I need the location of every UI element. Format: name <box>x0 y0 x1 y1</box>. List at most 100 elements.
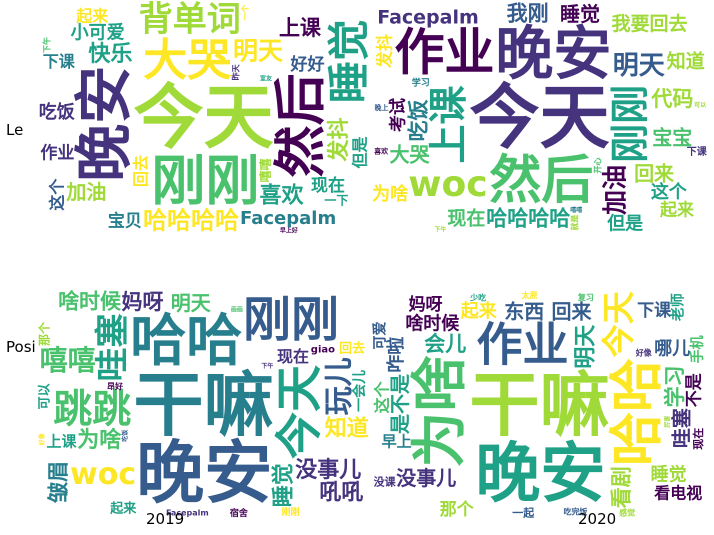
word-cloud-word: 然后 <box>271 73 331 177</box>
word-cloud-word: 哈哈哈哈 <box>143 206 239 234</box>
word-cloud-word: 感觉 <box>619 508 635 518</box>
word-cloud-word: 回去 <box>339 340 365 356</box>
word-cloud-word: 干嘛 <box>470 364 610 446</box>
word-cloud-word: 明天 <box>233 37 283 66</box>
word-cloud-word: 是不是 <box>388 374 412 435</box>
word-cloud-word: 回来 <box>634 161 675 185</box>
word-cloud-word: 上课 <box>46 433 77 451</box>
word-cloud-word: 上课 <box>427 84 472 163</box>
word-cloud-word: 快乐 <box>88 42 132 67</box>
word-cloud-word: 手机 <box>689 335 706 363</box>
word-cloud-word: woc <box>408 164 487 205</box>
word-cloud-word: 哈哈 <box>605 358 668 466</box>
col-label-2020: 2020 <box>578 510 617 528</box>
word-cloud-word: 画画 <box>231 305 243 313</box>
word-cloud-word: 我要回去 <box>612 12 688 35</box>
word-cloud-word: 现在 <box>447 207 485 230</box>
word-cloud-word: 昨天 <box>230 63 240 80</box>
word-cloud-word: 哪儿 <box>654 338 690 359</box>
word-cloud-word: 宿舍 <box>230 507 249 519</box>
word-cloud-posie-2019: 干嘛 晚安 哈哈 刚刚 今天 跳跳 哇塞 woc 玩儿 嘻嘻 为啥 知道 没事儿 睡觉 吼吼 妈呀 皱眉 啥时候现… <box>36 290 371 520</box>
word-cloud-word: 一会儿 <box>351 370 368 412</box>
word-cloud-word: 开心 <box>592 158 602 174</box>
word-cloud-word: 大哭 <box>143 35 232 86</box>
word-cloud-word: 发抖 <box>326 117 352 162</box>
word-cloud-word: 明天 <box>171 291 212 315</box>
word-cloud-word: 起来 <box>659 199 695 220</box>
word-cloud-word: 跳跳 <box>53 388 131 433</box>
word-cloud-word: 那个 <box>440 499 475 520</box>
word-cloud-word: 下午 <box>434 225 446 233</box>
word-cloud-word: 嘻嘻 <box>258 158 273 182</box>
word-cloud-word: 睡觉 <box>651 464 687 486</box>
word-cloud-word: 那个 <box>36 321 51 346</box>
word-cloud-word: 老师 <box>669 293 686 321</box>
word-cloud-word: 吼吼 <box>319 481 363 506</box>
row-label-le: Le <box>6 121 24 139</box>
col-label-2019: 2019 <box>146 510 185 528</box>
word-cloud-word: 好像 <box>635 347 653 357</box>
word-cloud-word: 现在 <box>691 428 705 450</box>
word-cloud-word: 作业 <box>476 318 568 372</box>
word-cloud-word: 下午 <box>41 37 51 53</box>
word-cloud-word: 晚安 <box>475 437 605 512</box>
word-cloud-word: 会儿 <box>424 332 466 356</box>
word-cloud-word: 下课 <box>43 52 76 71</box>
row-label-posie: Posie <box>6 338 45 356</box>
word-cloud-word: 今天 <box>134 77 274 159</box>
word-cloud-word: 晚安 <box>495 19 611 87</box>
word-cloud-word: 吃饭 <box>406 99 430 141</box>
word-cloud-le-2020: 今天 晚安 然后 作业 上课 刚刚 woc 明天 加油 哈哈哈哈 吃饭 我刚 代码 宝宝 回来 大哭 睡觉 Fac… <box>371 0 708 235</box>
word-cloud-word: 哇塞 <box>93 314 133 382</box>
word-cloud-word: Facepalm <box>377 6 479 28</box>
word-cloud-word: 干嘛 <box>134 364 274 446</box>
word-cloud-word: 厉害 <box>664 416 672 428</box>
word-cloud-word: 宝贝 <box>108 211 142 232</box>
word-cloud-word: 发抖 <box>375 34 396 69</box>
word-cloud-word: woc <box>70 457 136 492</box>
word-cloud-word: 知道 <box>667 49 705 72</box>
word-cloud-word: 妈呀 <box>121 290 163 314</box>
word-cloud-word: 嘻嘻 <box>40 344 96 377</box>
word-cloud-word: 早上 <box>382 433 412 451</box>
word-cloud-word: 咋啦 <box>385 337 407 373</box>
word-cloud-word: 没事儿 <box>295 457 361 483</box>
word-cloud-word: 太原 <box>521 290 538 300</box>
word-cloud-word: 我刚 <box>507 2 549 26</box>
word-cloud-word: 啥时候 <box>58 290 122 314</box>
word-cloud-word: 代码 <box>650 87 693 111</box>
word-cloud-word: 玩儿 <box>321 357 355 415</box>
word-cloud-word: 没事儿 <box>396 466 456 490</box>
word-cloud-word: 吃完饭 <box>563 507 587 517</box>
word-cloud-word: 大哭 <box>390 143 431 167</box>
word-cloud-word: 这个 <box>373 380 392 413</box>
word-cloud-word: 宝宝 <box>652 125 692 149</box>
word-cloud-word: 一起 <box>512 506 535 520</box>
word-cloud-word: 起来 <box>460 300 498 322</box>
word-cloud-word: 但是 <box>350 136 369 168</box>
word-cloud-word: 加油 <box>65 180 106 204</box>
word-cloud-word: 晚安 <box>136 435 272 514</box>
word-cloud-word: 今天 <box>273 365 328 459</box>
word-cloud-word: 明天 <box>573 324 598 369</box>
word-cloud-word: 今天 <box>470 77 610 159</box>
word-cloud-word: 现在 <box>311 175 345 196</box>
word-cloud-word: 室友 <box>260 74 273 82</box>
word-cloud-word: 刚刚 <box>282 506 300 518</box>
word-cloud-word: 现在 <box>277 347 309 366</box>
word-cloud-word: 为啥 <box>372 183 408 205</box>
word-cloud-word: 知道 <box>325 416 369 442</box>
word-cloud-word: 喜欢 <box>260 182 305 208</box>
word-cloud-word: 可以 <box>38 383 53 409</box>
word-cloud-word: 小可爱 <box>71 23 125 44</box>
word-cloud-word: 然后 <box>489 151 593 211</box>
word-cloud-word: 考试 <box>388 98 409 133</box>
word-cloud-word: 不是 <box>685 373 705 407</box>
word-cloud-word: 下课 <box>687 145 708 158</box>
word-cloud-word: 背单词 <box>139 0 241 40</box>
word-cloud-word: 喜欢 <box>374 147 389 156</box>
word-cloud-word: 刚刚 <box>151 149 259 212</box>
